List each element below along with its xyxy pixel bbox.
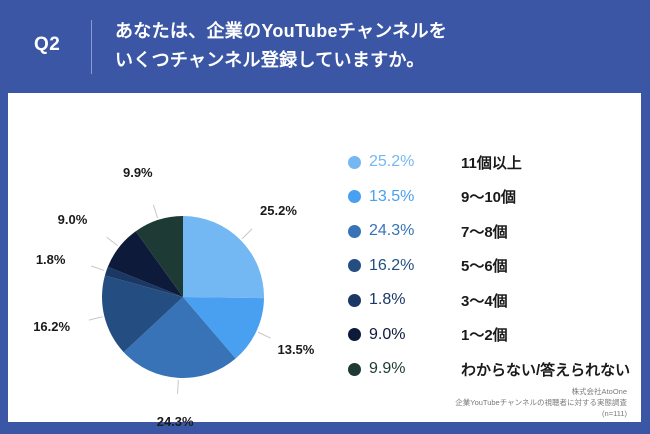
pie-slice	[135, 216, 183, 297]
pie-percent-label: 16.2%	[33, 319, 71, 335]
pie-percent-label: 9.0%	[57, 212, 88, 228]
leader-line	[241, 228, 253, 240]
pie-chart	[88, 204, 272, 394]
pie-slice	[183, 297, 264, 359]
legend-item: 1.8% 3〜4個	[348, 283, 630, 318]
leader-line	[152, 204, 159, 219]
legend: 25.2% 11個以上 13.5% 9〜10個 24.3% 7〜8個 16.2% 5〜6個 1.…	[348, 145, 630, 387]
legend-dot-icon	[348, 362, 361, 376]
legend-item: 16.2% 5〜6個	[348, 249, 630, 284]
header-divider	[91, 20, 92, 74]
legend-label: 7〜8個	[461, 223, 508, 241]
pie-percent-label: 24.3%	[156, 413, 194, 429]
legend-percent: 24.3%	[369, 222, 415, 240]
legend-item: 9.9% わからない/答えられない	[348, 352, 630, 387]
title-line-2: いくつチャンネル登録していますか。	[115, 50, 425, 70]
legend-label: 3〜4個	[461, 292, 508, 310]
legend-label: 5〜6個	[461, 258, 508, 276]
question-title: あなたは、企業のYouTubeチャンネルを いくつチャンネル登録していますか。	[115, 17, 447, 75]
leader-line	[106, 236, 119, 247]
legend-percent: 9.9%	[369, 360, 406, 378]
title-line-1: あなたは、企業のYouTubeチャンネルを	[115, 21, 448, 41]
question-header: Q2 あなたは、企業のYouTubeチャンネルを いくつチャンネル登録しています…	[0, 0, 650, 93]
legend-dot-icon	[348, 155, 361, 169]
legend-percent: 13.5%	[369, 187, 415, 205]
question-number: Q2	[34, 34, 61, 55]
legend-percent: 9.0%	[369, 325, 406, 343]
legend-label: 1〜2個	[461, 327, 508, 345]
pie-percent-label: 1.8%	[35, 251, 66, 267]
pie-slice	[123, 297, 236, 378]
chart-panel: 25.2% 13.5% 24.3% 16.2% 1.8% 9.0% 9.9% 25.2% 11…	[8, 93, 641, 429]
source-company: 株式会社AtoOne	[571, 387, 627, 396]
leader-line	[177, 379, 179, 394]
legend-dot-icon	[348, 190, 361, 204]
legend-dot-icon	[348, 259, 361, 273]
legend-label: 9〜10個	[461, 189, 517, 207]
pie-percent-label: 25.2%	[260, 203, 297, 219]
pie-percent-label: 9.9%	[122, 165, 153, 181]
legend-percent: 16.2%	[369, 256, 415, 274]
legend-label: 11個以上	[461, 154, 522, 172]
legend-item: 24.3% 7〜8個	[348, 214, 630, 249]
legend-percent: 1.8%	[369, 291, 406, 309]
pie-percent-label: 13.5%	[277, 342, 315, 358]
leader-line	[90, 265, 105, 271]
legend-item: 25.2% 11個以上	[348, 145, 630, 180]
legend-dot-icon	[348, 328, 361, 342]
leader-line	[257, 331, 272, 339]
pie-slice	[183, 216, 264, 299]
source-survey: 企業YouTubeチャンネルの視聴者に対する実態調査	[455, 398, 627, 407]
pie-slice	[101, 275, 183, 353]
legend-dot-icon	[348, 293, 361, 307]
leader-line	[88, 316, 103, 321]
pie-slice	[107, 231, 183, 297]
pie-slice	[104, 266, 183, 297]
source-note: 株式会社AtoOne 企業YouTubeチャンネルの視聴者に対する実態調査 (n…	[455, 386, 627, 419]
legend-label: わからない/答えられない	[461, 361, 631, 379]
source-sample-size: (n=111)	[602, 409, 627, 418]
legend-percent: 25.2%	[369, 153, 415, 171]
legend-dot-icon	[348, 224, 361, 238]
legend-item: 9.0% 1〜2個	[348, 318, 630, 353]
legend-item: 13.5% 9〜10個	[348, 180, 630, 215]
